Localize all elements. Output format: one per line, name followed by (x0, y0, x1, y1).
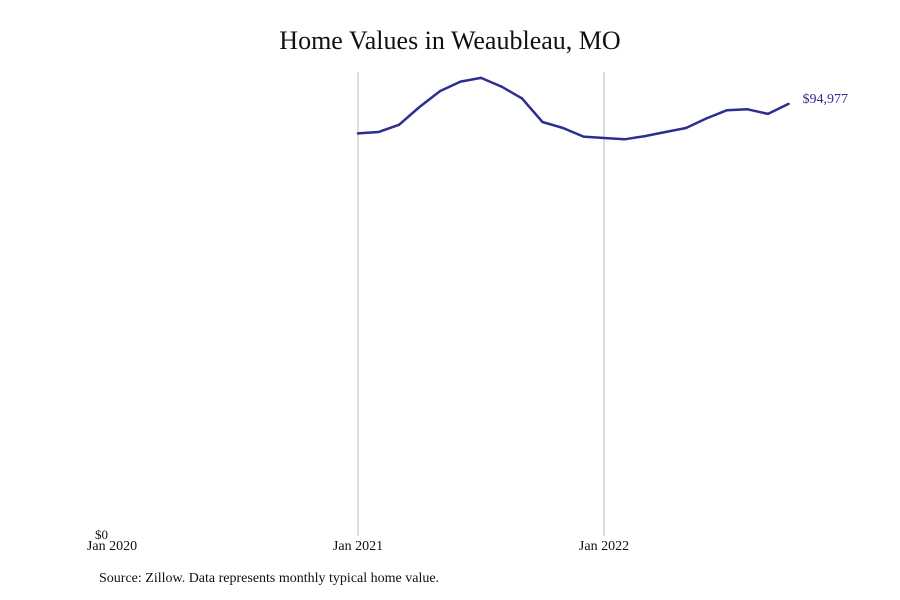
data-point (643, 134, 647, 138)
data-point (602, 136, 606, 140)
end-value-label: $94,977 (803, 92, 849, 107)
data-point (623, 138, 626, 141)
x-tick-label: Jan 2021 (333, 539, 383, 554)
chart-title: Home Values in Weaubleau, MO (279, 26, 621, 55)
data-point (664, 130, 667, 134)
data-point (500, 85, 503, 88)
data-point (561, 126, 565, 130)
series-line (356, 76, 790, 141)
data-point (787, 102, 790, 106)
data-point (377, 130, 380, 134)
source-note: Source: Zillow. Data represents monthly … (99, 571, 440, 586)
data-point (746, 108, 749, 111)
data-point (520, 97, 524, 100)
data-point (397, 123, 401, 126)
data-point (582, 135, 585, 138)
data-point (479, 76, 483, 80)
data-point (459, 80, 462, 83)
data-point (684, 126, 688, 130)
data-point (725, 109, 729, 112)
data-point (705, 117, 708, 120)
data-point (418, 105, 421, 109)
data-point (438, 89, 442, 93)
data-point (356, 132, 360, 135)
x-tick-label: Jan 2020 (87, 539, 137, 554)
data-point (541, 120, 544, 124)
x-tick-label: Jan 2022 (579, 539, 629, 554)
data-point (766, 112, 770, 116)
y-tick-label-zero: $0 (95, 527, 108, 542)
